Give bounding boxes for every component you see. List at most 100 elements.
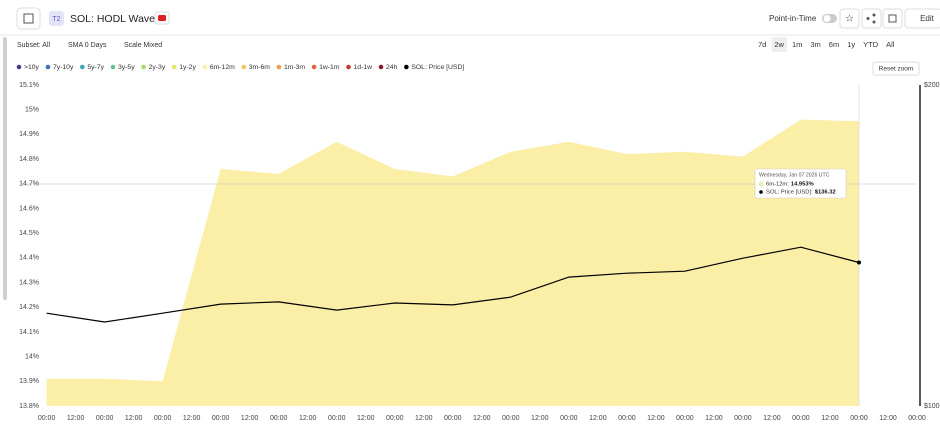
star-icon: ☆ <box>845 14 854 25</box>
badge-bg <box>49 11 64 26</box>
y-tick-label: 13.9% <box>19 378 39 385</box>
x-tick-label: 00:00 <box>270 415 288 422</box>
copy-icon <box>888 14 897 23</box>
edit-button[interactable] <box>904 8 940 29</box>
legend-label[interactable]: 3m-6m <box>249 64 270 71</box>
legend-label[interactable]: 2y-3y <box>149 64 166 71</box>
y-tick-label: 14.6% <box>19 205 39 212</box>
x-tick-label: 12:00 <box>879 415 897 422</box>
reset-zoom-button[interactable] <box>872 61 920 76</box>
x-tick-label: 00:00 <box>502 415 520 422</box>
x-tick-label: 12:00 <box>531 415 549 422</box>
legend-marker <box>45 64 51 70</box>
share-button[interactable] <box>861 8 882 29</box>
sidebar-icon <box>23 13 34 24</box>
hover-point <box>856 260 861 265</box>
tooltip-marker <box>759 181 764 186</box>
legend-label[interactable]: 1y-2y <box>179 64 196 71</box>
copy-button[interactable] <box>882 8 903 29</box>
x-tick-label: 00:00 <box>386 415 404 422</box>
range-button[interactable]: 1y <box>847 40 855 49</box>
y-tick-label: 13.8% <box>19 403 39 410</box>
legend-marker <box>202 64 208 70</box>
y-tick-label: 14.2% <box>19 304 39 311</box>
area <box>46 119 860 406</box>
legend-label[interactable]: SOL: Price [USD] <box>411 64 464 71</box>
y-tick-label: 14.5% <box>19 230 39 237</box>
x-tick-label: 12:00 <box>67 415 85 422</box>
scale-dropdown[interactable]: Scale Mixed <box>124 42 162 49</box>
legend-marker <box>141 64 146 70</box>
range-button[interactable]: 6m <box>829 40 839 49</box>
legend-label[interactable]: 1m-3m <box>284 64 305 71</box>
y-tick-label: 14.9% <box>19 131 39 138</box>
x-tick-label: 12:00 <box>473 415 491 422</box>
legend-label[interactable]: 1d-1w <box>354 64 373 71</box>
x-tick-label: 12:00 <box>589 415 607 422</box>
share-icon <box>872 13 876 17</box>
legend-label[interactable]: 5y-7y <box>87 64 104 71</box>
x-tick-label: 00:00 <box>792 415 810 422</box>
range-button[interactable]: 3m <box>810 40 820 49</box>
tooltip-label: SOL: Price [USD]: <box>766 190 813 196</box>
legend-marker <box>16 64 22 70</box>
legend-label[interactable]: 7y-10y <box>53 64 74 71</box>
legend-label[interactable]: 6m-12m <box>210 64 235 71</box>
x-tick-label: 12:00 <box>821 415 839 422</box>
y-tick-label: 14.1% <box>19 329 39 336</box>
x-tick-label: 12:00 <box>647 415 665 422</box>
toggle-knob <box>823 15 831 22</box>
x-tick-label: 12:00 <box>415 415 433 422</box>
legend-marker <box>241 64 247 70</box>
y2-tick-label: $100 <box>924 403 940 410</box>
legend-label[interactable]: 3y-5y <box>118 64 135 71</box>
legend-label[interactable]: 24h <box>386 64 398 71</box>
edit-label: Edit <box>920 14 935 23</box>
x-tick-label: 12:00 <box>183 415 201 422</box>
badge: T2 <box>52 16 60 23</box>
share-icon <box>872 20 876 24</box>
range-button[interactable]: 2w <box>774 40 784 49</box>
title: SOL: HODL Waves <box>70 13 160 25</box>
range-button[interactable]: YTD <box>863 40 879 49</box>
legend-label[interactable]: >10y <box>24 64 40 71</box>
range-button[interactable]: 7d <box>758 40 766 49</box>
x-tick-label: 12:00 <box>705 415 723 422</box>
legend-marker <box>276 64 282 70</box>
share-icon <box>866 17 870 20</box>
x-tick-label: 00:00 <box>328 415 346 422</box>
x-tick-label: 00:00 <box>212 415 230 422</box>
range-button[interactable]: 1m <box>792 40 802 49</box>
y-tick-label: 14.8% <box>19 156 39 163</box>
tooltip-label: 6m-12m: <box>766 182 789 188</box>
y-tick-label: 14.7% <box>19 181 39 188</box>
sidebar-button[interactable] <box>16 7 41 30</box>
x-tick-label: 00:00 <box>850 415 868 422</box>
y-tick-label: 14.3% <box>19 279 39 286</box>
sma-dropdown[interactable]: SMA 0 Days <box>68 42 107 49</box>
legend-marker <box>378 64 384 70</box>
y2-tick-label: $200 <box>924 82 940 89</box>
star-button[interactable] <box>839 8 860 29</box>
legend-marker <box>171 64 177 70</box>
subset-dropdown[interactable]: Subset: All <box>17 42 51 49</box>
scrollbar[interactable] <box>3 37 7 300</box>
range-button[interactable]: All <box>886 40 895 49</box>
tooltip-date: Wednesday, Jan 07 2026 UTC <box>759 172 830 178</box>
range-selected <box>771 37 787 52</box>
x-tick-label: 00:00 <box>154 415 172 422</box>
legend-marker <box>80 64 85 70</box>
x-tick-label: 00:00 <box>734 415 752 422</box>
x-tick-label: 12:00 <box>299 415 317 422</box>
youtube-icon <box>158 15 166 21</box>
y-tick-label: 15.1% <box>19 82 39 89</box>
point-in-time-label: Point-in-Time <box>769 14 817 23</box>
x-tick-label: 00:00 <box>444 415 462 422</box>
legend-marker <box>311 64 317 70</box>
y-tick-label: 14% <box>25 353 39 360</box>
x-tick-label: 12:00 <box>357 415 375 422</box>
x-tick-label: 12:00 <box>241 415 259 422</box>
tooltip-marker <box>759 190 763 194</box>
legend-label[interactable]: 1w-1m <box>319 64 340 71</box>
